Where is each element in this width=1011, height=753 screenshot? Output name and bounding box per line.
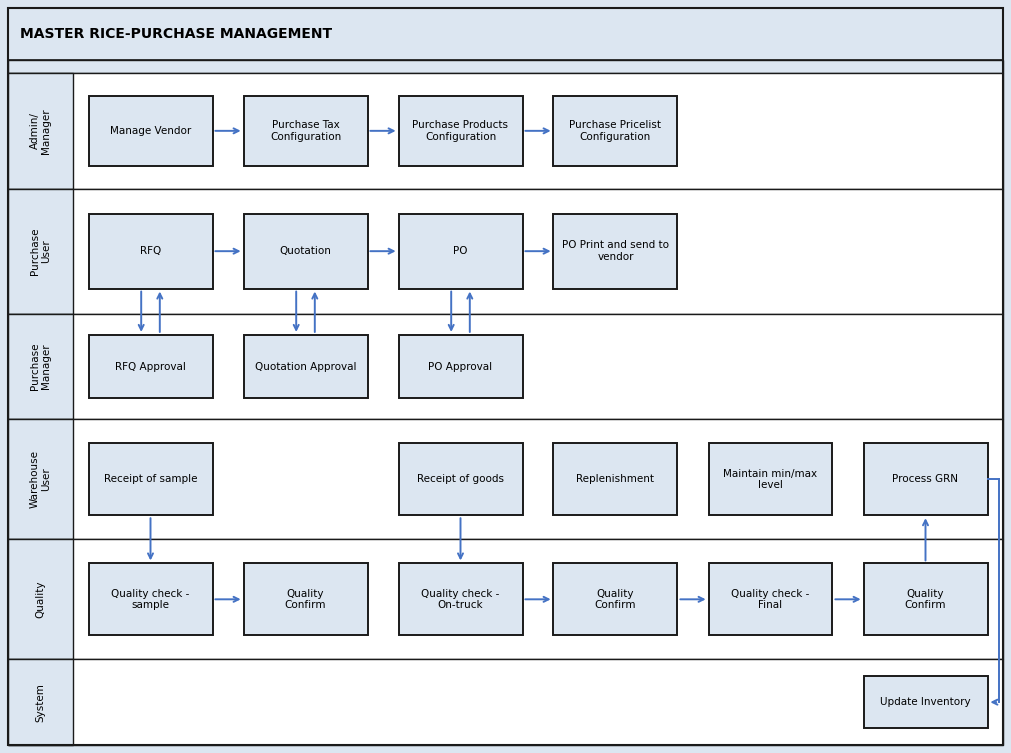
Text: PO: PO <box>453 246 468 256</box>
Bar <box>398 96 523 166</box>
Bar <box>8 539 73 660</box>
Bar <box>89 563 212 636</box>
Text: Quality
Confirm: Quality Confirm <box>905 589 946 610</box>
Bar <box>553 214 677 288</box>
Text: Maintain min/max
level: Maintain min/max level <box>724 468 818 490</box>
Text: Purchase Tax
Configuration: Purchase Tax Configuration <box>270 120 341 142</box>
Text: System: System <box>35 683 45 721</box>
Text: Manage Vendor: Manage Vendor <box>110 126 191 136</box>
Bar <box>8 73 1003 189</box>
Text: Quality check -
sample: Quality check - sample <box>111 589 190 610</box>
Text: Receipt of sample: Receipt of sample <box>104 474 197 484</box>
Bar <box>709 563 832 636</box>
Bar <box>709 444 832 515</box>
Text: Admin/
Manager: Admin/ Manager <box>29 108 52 154</box>
Bar <box>8 60 1003 73</box>
Bar <box>8 539 1003 660</box>
Bar <box>8 73 73 189</box>
Text: MASTER RICE-PURCHASE MANAGEMENT: MASTER RICE-PURCHASE MANAGEMENT <box>20 27 333 41</box>
Bar <box>8 314 73 419</box>
Bar <box>8 8 1003 60</box>
Text: PO Approval: PO Approval <box>429 361 492 371</box>
Text: Update Inventory: Update Inventory <box>881 697 971 707</box>
Bar <box>8 419 1003 539</box>
Bar <box>553 563 677 636</box>
Text: Quality check -
Final: Quality check - Final <box>731 589 810 610</box>
Text: Quotation: Quotation <box>280 246 332 256</box>
Bar <box>89 96 212 166</box>
Bar <box>863 676 988 728</box>
Bar <box>244 335 368 398</box>
Bar <box>398 335 523 398</box>
Text: Process GRN: Process GRN <box>893 474 958 484</box>
Bar <box>244 96 368 166</box>
Bar <box>8 419 73 539</box>
Text: Purchase
User: Purchase User <box>29 227 52 275</box>
Text: PO Print and send to
vendor: PO Print and send to vendor <box>562 240 669 262</box>
Text: Warehouse
User: Warehouse User <box>29 450 52 508</box>
Bar <box>863 563 988 636</box>
Bar <box>398 563 523 636</box>
Text: Quality
Confirm: Quality Confirm <box>594 589 636 610</box>
Bar <box>8 660 1003 745</box>
Bar <box>553 444 677 515</box>
Bar <box>553 96 677 166</box>
Text: RFQ Approval: RFQ Approval <box>115 361 186 371</box>
Text: Purchase
Manager: Purchase Manager <box>29 343 52 390</box>
Bar <box>89 335 212 398</box>
Bar <box>8 189 1003 314</box>
Text: Quotation Approval: Quotation Approval <box>255 361 356 371</box>
Bar <box>8 314 1003 419</box>
Bar <box>398 444 523 515</box>
Bar <box>8 660 73 745</box>
Text: Quality check -
On-truck: Quality check - On-truck <box>422 589 499 610</box>
Bar <box>244 563 368 636</box>
Text: RFQ: RFQ <box>140 246 161 256</box>
Bar <box>863 444 988 515</box>
Bar <box>8 189 73 314</box>
Bar <box>89 444 212 515</box>
Text: Purchase Products
Configuration: Purchase Products Configuration <box>412 120 509 142</box>
Text: Quality
Confirm: Quality Confirm <box>285 589 327 610</box>
Text: Replenishment: Replenishment <box>576 474 654 484</box>
Text: Quality: Quality <box>35 581 45 618</box>
Bar <box>89 214 212 288</box>
Bar <box>244 214 368 288</box>
Bar <box>398 214 523 288</box>
Text: Receipt of goods: Receipt of goods <box>417 474 504 484</box>
Text: Purchase Pricelist
Configuration: Purchase Pricelist Configuration <box>569 120 661 142</box>
